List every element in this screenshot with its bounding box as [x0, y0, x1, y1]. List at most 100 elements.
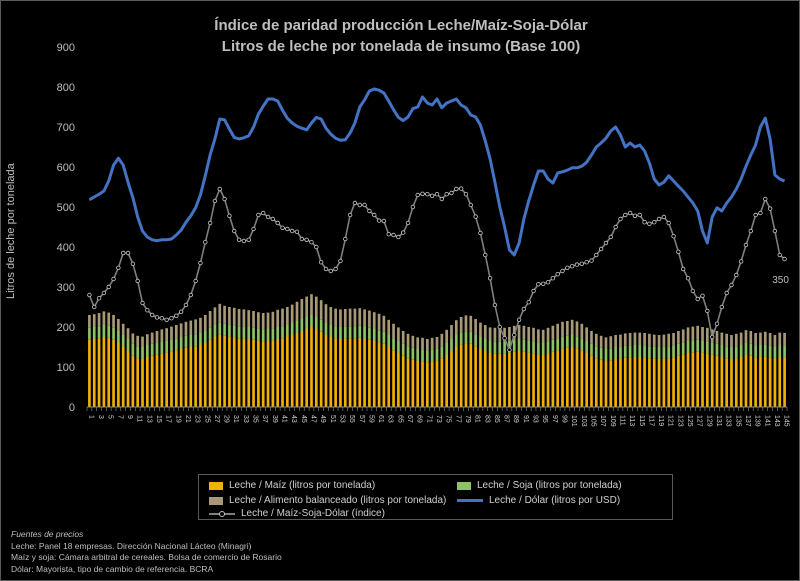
bar-segment-3 [126, 328, 130, 339]
bar-segment-3 [623, 333, 627, 346]
x-tick-label: 33 [242, 415, 249, 423]
bar-segment-3 [734, 333, 738, 347]
bar-segment-2 [508, 340, 511, 353]
x-tick-label: 13 [145, 415, 152, 423]
series-point [169, 316, 174, 321]
bar-segment-2 [503, 341, 506, 354]
series-point [623, 212, 628, 218]
bar-segment-1 [512, 351, 516, 407]
bar-segment-3 [599, 335, 603, 348]
series-point [304, 237, 309, 242]
x-tick-label: 113 [628, 415, 635, 426]
legend-item-leche-maiz: Leche / Maíz (litros por tonelada) [209, 480, 375, 491]
bar-segment-2 [701, 340, 704, 353]
series-point [415, 192, 420, 198]
bar-segment-2 [107, 325, 111, 338]
x-tick-label: 93 [532, 415, 539, 423]
bar-segment-1 [261, 341, 265, 407]
bar-segment-1 [623, 357, 627, 407]
series-point [106, 284, 111, 290]
bar-segment-3 [464, 315, 468, 332]
bar-segment-2 [754, 345, 757, 358]
bar-segment-3 [537, 329, 540, 343]
bar-segment-2 [228, 324, 231, 337]
bar-segment-2 [194, 334, 197, 347]
bar-segment-3 [657, 335, 661, 347]
bar-segment-2 [300, 319, 304, 331]
x-tick-label: 123 [676, 415, 683, 427]
series-point [232, 228, 237, 234]
y-tick-label: 100 [57, 362, 75, 374]
x-tick-label: 79 [464, 415, 471, 423]
bar-segment-1 [570, 347, 574, 407]
series-point [685, 276, 691, 281]
bar-segment-3 [174, 325, 178, 339]
x-tick-label: 127 [696, 415, 703, 427]
x-tick-label: 137 [744, 415, 751, 427]
bar-segment-2 [541, 343, 545, 355]
series-point [299, 236, 305, 242]
series-point [280, 225, 285, 230]
x-tick-label: 71 [425, 415, 432, 423]
bar-segment-2 [725, 346, 728, 359]
x-tick-label: 45 [300, 415, 307, 423]
legend-swatch-leche-soja [457, 481, 471, 490]
series-point [729, 282, 734, 288]
series-point [714, 321, 720, 326]
bar-segment-3 [667, 333, 671, 347]
bar-segment-1 [479, 349, 482, 407]
bar-segment-2 [537, 342, 540, 355]
bar-segment-1 [686, 353, 690, 407]
bar-segment-2 [662, 346, 666, 359]
bar-segment-1 [667, 358, 671, 407]
bar-segment-3 [348, 308, 352, 327]
bar-segment-1 [150, 355, 154, 407]
series-point [492, 302, 498, 308]
bar-segment-1 [739, 357, 743, 407]
bar-segment-3 [619, 334, 622, 347]
bar-segment-1 [464, 343, 468, 407]
series-point [309, 239, 314, 245]
bar-segment-3 [319, 300, 323, 320]
bar-segment-3 [406, 333, 410, 347]
bar-segment-2 [469, 331, 473, 344]
x-tick-label: 69 [416, 415, 423, 423]
bar-segment-2 [633, 345, 637, 357]
x-tick-label: 61 [377, 415, 384, 423]
bar-segment-2 [696, 339, 700, 352]
series-point [164, 317, 169, 322]
series-point [458, 186, 464, 191]
bar-segment-3 [155, 331, 159, 343]
bar-segment-1 [160, 353, 164, 407]
series-point [116, 265, 121, 270]
bar-segment-1 [136, 358, 140, 407]
series-point [323, 266, 329, 272]
bar-segment-3 [585, 327, 588, 341]
series-point [343, 236, 348, 242]
bar-segment-2 [730, 347, 733, 359]
bar-segment-2 [498, 341, 502, 354]
bar-segment-1 [232, 337, 236, 407]
series-point [420, 191, 425, 196]
bar-segment-3 [343, 309, 347, 327]
bar-segment-1 [319, 331, 323, 407]
series-point [627, 210, 633, 216]
legend-label-leche-maiz: Leche / Maíz (litros por tonelada) [229, 480, 376, 491]
series-point [748, 228, 753, 234]
legend-label-leche-soja: Leche / Soja (litros por tonelada) [477, 480, 622, 491]
bar-segment-1 [532, 353, 535, 407]
series-point [719, 304, 725, 310]
series-point [193, 278, 198, 284]
bar-segment-1 [575, 348, 579, 407]
bar-segment-2 [126, 339, 130, 351]
bar-segment-2 [657, 347, 661, 359]
bar-segment-2 [667, 346, 671, 359]
legend-item-leche-dolar: Leche / Dólar (litros por USD) [457, 495, 620, 506]
bar-segment-1 [170, 351, 173, 407]
x-tick-label: 5 [107, 415, 114, 419]
bar-segment-3 [416, 337, 420, 349]
series-point [372, 212, 377, 218]
bar-segment-1 [459, 344, 463, 407]
bar-segment-2 [715, 343, 719, 356]
bar-segment-3 [324, 304, 328, 323]
